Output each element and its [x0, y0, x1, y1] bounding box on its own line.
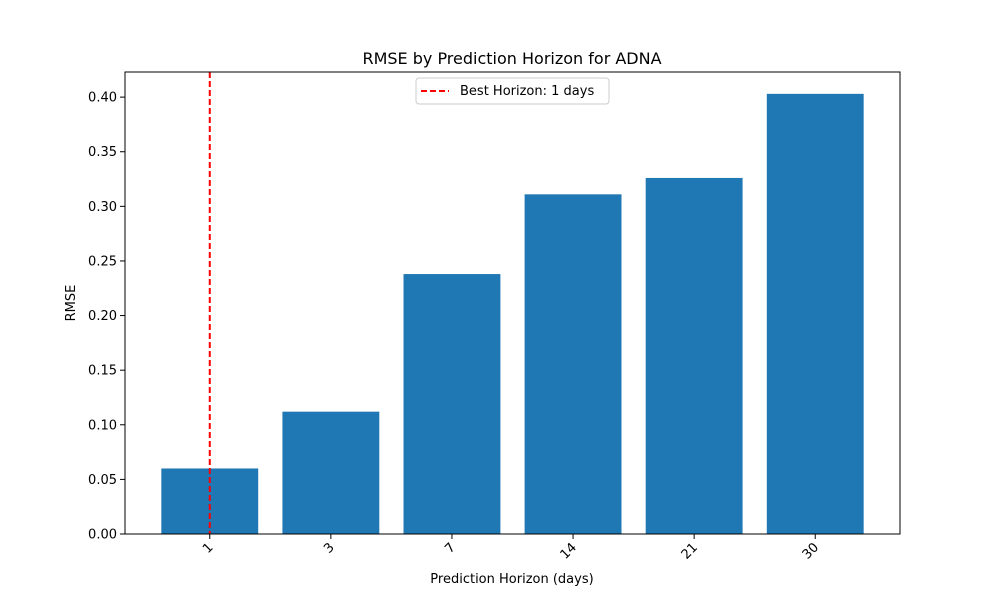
- y-tick-label: 0.10: [88, 418, 117, 433]
- legend: Best Horizon: 1 days: [415, 77, 610, 105]
- legend-label: Best Horizon: 1 days: [460, 84, 594, 99]
- x-tick-label-1: 1: [200, 540, 216, 556]
- x-axis: 1 3 7 14 21 30: [200, 534, 822, 563]
- legend-box: [415, 77, 610, 105]
- bars-group: [161, 93, 864, 535]
- bar-3: [282, 411, 380, 534]
- x-axis-title: Prediction Horizon (days): [430, 572, 593, 587]
- bar-14: [524, 194, 622, 535]
- y-tick-label: 0.40: [88, 91, 117, 106]
- chart-title: RMSE by Prediction Horizon for ADNA: [362, 49, 661, 68]
- x-tick-label-14: 14: [558, 540, 580, 562]
- x-tick-label-21: 21: [679, 540, 701, 562]
- y-tick-label: 0.35: [88, 145, 117, 160]
- y-tick-label: 0.30: [88, 200, 117, 215]
- plot-frame: [124, 71, 901, 535]
- x-tick-label-3: 3: [321, 540, 337, 556]
- y-axis-title: RMSE: [64, 285, 79, 322]
- y-tick-label: 0.15: [88, 364, 117, 379]
- y-tick-label: 0.00: [88, 528, 117, 543]
- y-tick-label: 0.25: [88, 254, 117, 269]
- x-tick-label-30: 30: [800, 540, 822, 562]
- bar-30: [766, 93, 864, 535]
- x-tick-label-7: 7: [442, 540, 458, 556]
- y-tick-label: 0.20: [88, 309, 117, 324]
- y-axis: 0.00 0.05 0.10 0.15 0.20 0.25 0.30 0.35 0.40: [88, 91, 125, 543]
- bar-7: [403, 274, 501, 534]
- bar-21: [645, 177, 743, 534]
- y-tick-label: 0.05: [88, 473, 117, 488]
